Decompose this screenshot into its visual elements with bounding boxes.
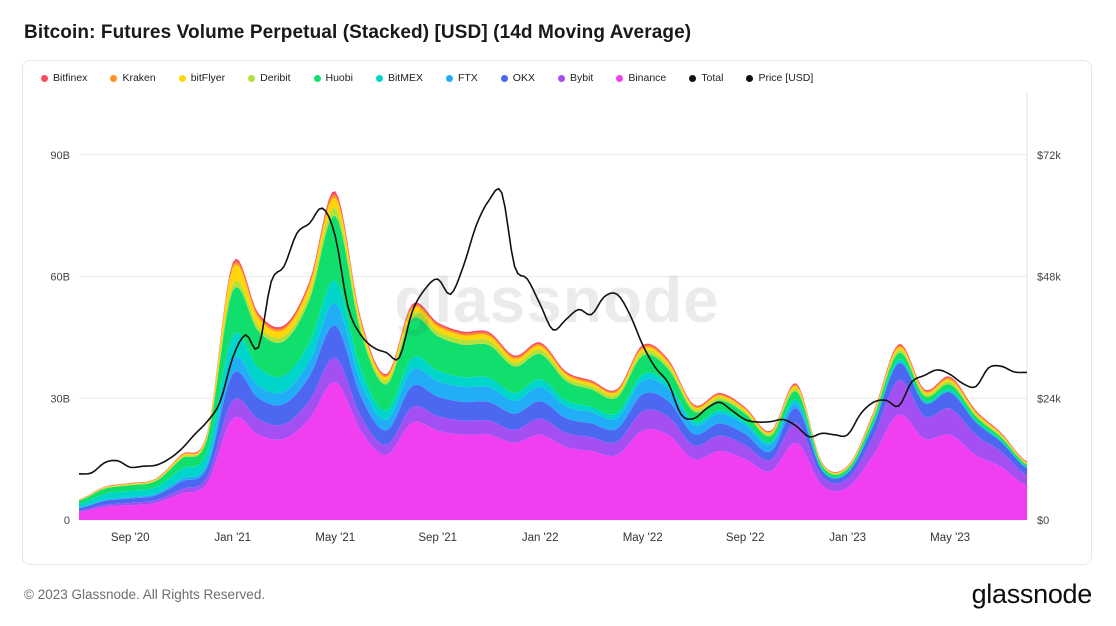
legend-item-label: Total <box>701 72 724 84</box>
price-line <box>78 187 1027 475</box>
copyright-text: © 2023 Glassnode. All Rights Reserved. <box>24 587 266 602</box>
legend-item-binance[interactable]: Binance <box>616 72 666 84</box>
page-title: Bitcoin: Futures Volume Perpetual (Stack… <box>24 22 692 43</box>
legend-item-kraken[interactable]: Kraken <box>110 72 156 84</box>
glassnode-logo: glassnode <box>971 579 1093 609</box>
y-axis-left-tick: 60B <box>50 272 70 284</box>
legend-item-label: bitFlyer <box>190 72 226 84</box>
area-huobi <box>79 215 1027 504</box>
legend-dot-icon <box>41 74 48 82</box>
y-axis-right-tick: $48k <box>1037 272 1061 284</box>
x-axis: Sep '20 Jan '21 May '21 Sep '21 Jan '22 May '… <box>111 532 970 544</box>
area-ftx <box>79 302 1027 509</box>
area-bitmex <box>79 280 1027 508</box>
legend-dot-icon <box>557 74 565 82</box>
x-axis-tick: May '23 <box>930 532 970 544</box>
x-axis-tick: Sep '22 <box>726 532 765 544</box>
area-bybit <box>79 357 1027 512</box>
legend-item-ftx[interactable]: FTX <box>445 72 478 84</box>
legend-item-label: Huobi <box>325 72 353 84</box>
legend-dot-icon <box>110 74 118 82</box>
legend-item-label: OKX <box>512 72 535 84</box>
legend-item-label: BitMEX <box>387 72 423 84</box>
legend-dot-icon <box>445 74 453 82</box>
x-axis-tick: May '21 <box>315 532 355 544</box>
legend-dot-icon <box>375 74 383 82</box>
x-axis-tick: Sep '20 <box>111 532 150 544</box>
legend-dot-icon <box>500 74 508 82</box>
legend-item-bitmex[interactable]: BitMEX <box>375 72 423 84</box>
area-okx <box>79 325 1027 511</box>
y-axis-right-tick: $0 <box>1037 515 1049 527</box>
legend-item-okx[interactable]: OKX <box>500 72 535 84</box>
chart-canvas[interactable]: 0 $0 30B $24k 60B $48k 90B $72k Sep '20 Jan '21 Ma… <box>23 84 1091 554</box>
legend: Bitfinex Kraken bitFlyer Deribit Huobi BitMEX… <box>23 61 1091 84</box>
legend-dot-icon <box>746 74 754 82</box>
legend-item-huobi[interactable]: Huobi <box>313 72 353 84</box>
page-root: Bitcoin: Futures Volume Perpetual (Stack… <box>22 22 1094 610</box>
x-axis-tick: Sep '21 <box>418 532 457 544</box>
legend-item-total[interactable]: Total <box>689 72 723 84</box>
legend-item-label: Bitfinex <box>53 72 88 84</box>
y-axis-left-tick: 30B <box>50 393 70 405</box>
legend-item-label: Bybit <box>569 72 594 84</box>
legend-item-label: Kraken <box>122 72 156 84</box>
legend-dot-icon <box>248 74 256 82</box>
y-axis-left-tick: 0 <box>64 515 70 527</box>
chart-area: 0 $0 30B $24k 60B $48k 90B $72k Sep '20 Jan '21 Ma… <box>23 84 1091 554</box>
legend-dot-icon <box>616 74 624 82</box>
y-axis-left-tick: 90B <box>50 150 70 162</box>
y-axis-right-tick: $72k <box>1037 150 1061 162</box>
legend-item-label: FTX <box>457 72 478 84</box>
legend-item-label: Price [USD] <box>758 72 814 84</box>
legend-dot-icon <box>313 74 321 82</box>
area-binance <box>79 382 1027 520</box>
x-axis-tick: Jan '22 <box>522 532 559 544</box>
legend-item-label: Binance <box>628 72 667 84</box>
legend-dot-icon <box>178 74 186 82</box>
stacked-areas <box>79 191 1027 520</box>
legend-item-label: Deribit <box>260 72 291 84</box>
x-axis-tick: Jan '21 <box>214 532 251 544</box>
legend-dot-icon <box>689 74 697 82</box>
legend-item-bitfinex[interactable]: Bitfinex <box>41 72 87 84</box>
legend-item-bybit[interactable]: Bybit <box>557 72 594 84</box>
legend-item-price-usd-[interactable]: Price [USD] <box>746 72 813 84</box>
x-axis-tick: Jan '23 <box>829 532 866 544</box>
y-axis-right-tick: $24k <box>1037 393 1061 405</box>
footer: © 2023 Glassnode. All Rights Reserved. g… <box>22 565 1094 610</box>
legend-item-bitflyer[interactable]: bitFlyer <box>178 72 226 84</box>
chart-card: Bitfinex Kraken bitFlyer Deribit Huobi BitMEX… <box>22 60 1092 565</box>
x-axis-tick: May '22 <box>623 532 663 544</box>
legend-item-deribit[interactable]: Deribit <box>248 72 291 84</box>
